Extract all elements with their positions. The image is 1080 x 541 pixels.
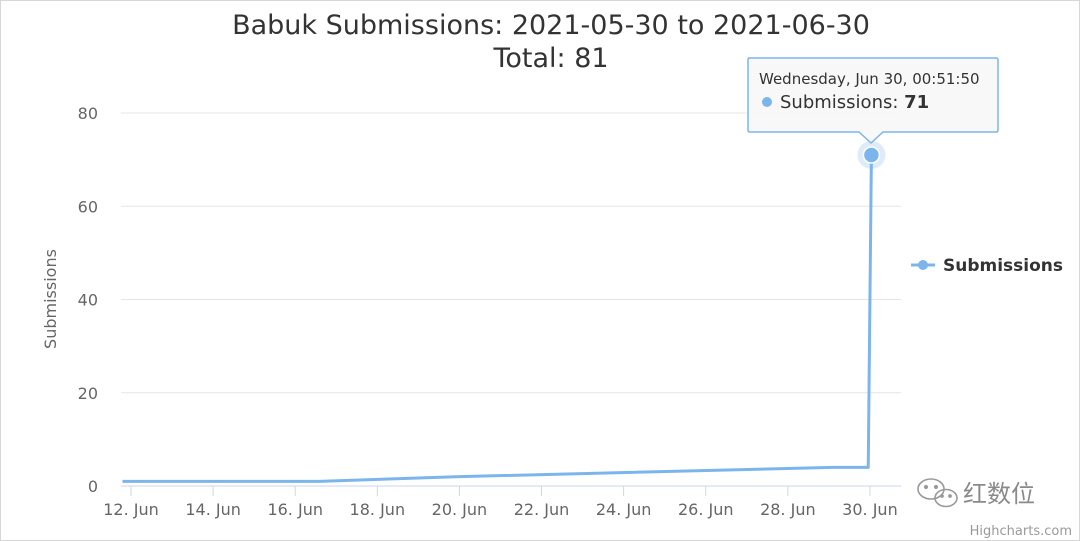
data-point-hovered[interactable]	[862, 146, 881, 164]
x-tick-label: 22. Jun	[514, 500, 570, 519]
x-tick-label: 14. Jun	[185, 500, 241, 519]
x-tick-label: 28. Jun	[760, 500, 816, 519]
y-axis-ticks: 0 20 40 60 80	[78, 104, 98, 496]
tooltip-value: 71	[904, 92, 929, 113]
tooltip-body: Submissions: 71	[780, 92, 929, 113]
chart-subtitle: Total: 81	[492, 43, 608, 74]
tooltip-box	[747, 57, 999, 145]
y-axis-title: Submissions	[41, 249, 60, 349]
tooltip-header: Wednesday, Jun 30, 00:51:50	[759, 70, 980, 88]
tooltip: Wednesday, Jun 30, 00:51:50 Submissions:…	[747, 57, 999, 145]
y-tick-label: 60	[78, 197, 98, 216]
watermark-text: 红数位	[963, 480, 1035, 508]
y-tick-label: 80	[78, 104, 98, 123]
x-tick-label: 30. Jun	[842, 500, 898, 519]
y-tick-label: 40	[78, 291, 98, 310]
y-tick-label: 20	[78, 384, 98, 403]
legend-label: Submissions	[943, 256, 1063, 276]
tooltip-bullet-icon	[762, 97, 772, 107]
x-tick-label: 20. Jun	[432, 500, 488, 519]
y-tick-label: 0	[88, 477, 98, 496]
x-tick-label: 16. Jun	[267, 500, 323, 519]
credits-link[interactable]: Highcharts.com	[970, 524, 1072, 539]
x-tick-label: 24. Jun	[596, 500, 652, 519]
x-tick-label: 12. Jun	[103, 500, 159, 519]
x-tick-label: 18. Jun	[350, 500, 406, 519]
tooltip-colon: :	[892, 92, 904, 113]
legend-marker-icon	[918, 260, 928, 270]
wechat-icon	[917, 478, 958, 508]
x-tick-label: 26. Jun	[678, 500, 734, 519]
series-group[interactable]	[122, 140, 886, 483]
tooltip-series-name: Submissions	[780, 92, 892, 113]
legend-item-submissions[interactable]: Submissions	[911, 256, 1063, 276]
x-axis: 12. Jun 14. Jun 16. Jun 18. Jun 20. Jun 22. J…	[103, 485, 901, 519]
chart-title: Babuk Submissions: 2021-05-30 to 2021-06…	[232, 10, 870, 41]
series-line-submissions[interactable]	[122, 154, 873, 483]
grid-lines	[121, 112, 901, 394]
watermark: 红数位	[917, 478, 1035, 508]
